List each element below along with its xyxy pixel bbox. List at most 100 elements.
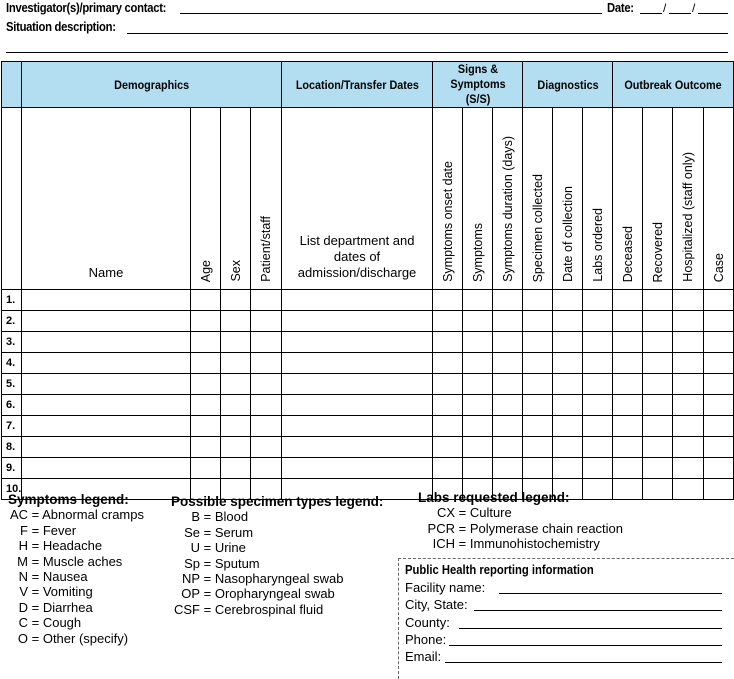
table-cell[interactable] xyxy=(432,415,464,437)
date-year-field[interactable] xyxy=(698,13,728,14)
investigator-field[interactable] xyxy=(180,13,602,14)
table-cell[interactable] xyxy=(220,394,251,416)
table-cell[interactable] xyxy=(432,373,464,395)
table-cell[interactable] xyxy=(462,457,494,479)
table-cell[interactable] xyxy=(281,373,434,395)
table-cell[interactable] xyxy=(492,352,524,374)
table-cell[interactable] xyxy=(21,289,191,311)
table-cell[interactable] xyxy=(582,436,614,458)
table-cell[interactable] xyxy=(703,394,734,416)
table-cell[interactable] xyxy=(220,373,251,395)
table-cell[interactable] xyxy=(672,394,705,416)
table-cell[interactable] xyxy=(703,373,734,395)
table-cell[interactable] xyxy=(642,436,674,458)
table-cell[interactable] xyxy=(21,352,191,374)
table-cell[interactable] xyxy=(190,352,221,374)
table-cell[interactable] xyxy=(432,457,464,479)
table-cell[interactable] xyxy=(642,352,674,374)
table-cell[interactable] xyxy=(703,310,734,332)
table-cell[interactable] xyxy=(432,310,464,332)
table-cell[interactable] xyxy=(492,478,524,500)
table-cell[interactable] xyxy=(249,394,283,416)
table-cell[interactable] xyxy=(522,394,554,416)
table-cell[interactable] xyxy=(522,415,554,437)
table-cell[interactable] xyxy=(220,352,251,374)
table-cell[interactable] xyxy=(703,478,734,500)
table-cell[interactable] xyxy=(703,331,734,353)
table-cell[interactable] xyxy=(462,373,494,395)
table-cell[interactable] xyxy=(281,289,434,311)
reporting-field[interactable] xyxy=(449,644,722,646)
table-cell[interactable] xyxy=(552,415,584,437)
table-cell[interactable] xyxy=(612,310,644,332)
table-cell[interactable] xyxy=(642,457,674,479)
table-cell[interactable] xyxy=(672,415,705,437)
table-cell[interactable] xyxy=(220,415,251,437)
table-cell[interactable] xyxy=(492,457,524,479)
table-cell[interactable] xyxy=(522,457,554,479)
table-cell[interactable] xyxy=(21,436,191,458)
table-cell[interactable] xyxy=(522,373,554,395)
table-cell[interactable] xyxy=(612,373,644,395)
table-cell[interactable] xyxy=(552,310,584,332)
table-cell[interactable] xyxy=(552,436,584,458)
table-cell[interactable] xyxy=(672,478,705,500)
table-cell[interactable] xyxy=(492,310,524,332)
table-cell[interactable] xyxy=(492,373,524,395)
table-cell[interactable] xyxy=(281,331,434,353)
table-cell[interactable] xyxy=(249,289,283,311)
table-cell[interactable] xyxy=(462,310,494,332)
table-cell[interactable] xyxy=(522,289,554,311)
table-cell[interactable] xyxy=(190,394,221,416)
table-cell[interactable] xyxy=(281,436,434,458)
table-cell[interactable] xyxy=(190,331,221,353)
table-cell[interactable] xyxy=(672,331,705,353)
table-cell[interactable] xyxy=(522,436,554,458)
table-cell[interactable] xyxy=(462,352,494,374)
table-cell[interactable] xyxy=(220,331,251,353)
table-cell[interactable] xyxy=(642,289,674,311)
table-cell[interactable] xyxy=(552,394,584,416)
table-cell[interactable] xyxy=(190,289,221,311)
table-cell[interactable] xyxy=(190,310,221,332)
table-cell[interactable] xyxy=(642,415,674,437)
reporting-field[interactable] xyxy=(459,627,722,629)
table-cell[interactable] xyxy=(249,457,283,479)
reporting-field[interactable] xyxy=(499,593,722,594)
table-cell[interactable] xyxy=(249,331,283,353)
table-cell[interactable] xyxy=(672,436,705,458)
table-cell[interactable] xyxy=(642,373,674,395)
table-cell[interactable] xyxy=(612,457,644,479)
table-cell[interactable] xyxy=(432,352,464,374)
table-cell[interactable] xyxy=(552,373,584,395)
table-cell[interactable] xyxy=(642,394,674,416)
reporting-field[interactable] xyxy=(445,662,722,664)
table-cell[interactable] xyxy=(281,394,434,416)
table-cell[interactable] xyxy=(249,310,283,332)
table-cell[interactable] xyxy=(582,289,614,311)
table-cell[interactable] xyxy=(582,394,614,416)
table-cell[interactable] xyxy=(432,394,464,416)
table-cell[interactable] xyxy=(703,436,734,458)
table-cell[interactable] xyxy=(281,352,434,374)
table-cell[interactable] xyxy=(21,331,191,353)
date-day-field[interactable] xyxy=(669,13,691,14)
table-cell[interactable] xyxy=(642,331,674,353)
table-cell[interactable] xyxy=(582,457,614,479)
table-cell[interactable] xyxy=(492,415,524,437)
table-cell[interactable] xyxy=(432,436,464,458)
table-cell[interactable] xyxy=(522,331,554,353)
table-cell[interactable] xyxy=(703,352,734,374)
table-cell[interactable] xyxy=(552,331,584,353)
table-cell[interactable] xyxy=(249,352,283,374)
table-cell[interactable] xyxy=(582,373,614,395)
table-cell[interactable] xyxy=(249,436,283,458)
table-cell[interactable] xyxy=(462,436,494,458)
table-cell[interactable] xyxy=(462,331,494,353)
table-cell[interactable] xyxy=(220,289,251,311)
table-cell[interactable] xyxy=(582,415,614,437)
table-cell[interactable] xyxy=(582,478,614,500)
table-cell[interactable] xyxy=(21,310,191,332)
table-cell[interactable] xyxy=(21,394,191,416)
table-cell[interactable] xyxy=(582,352,614,374)
